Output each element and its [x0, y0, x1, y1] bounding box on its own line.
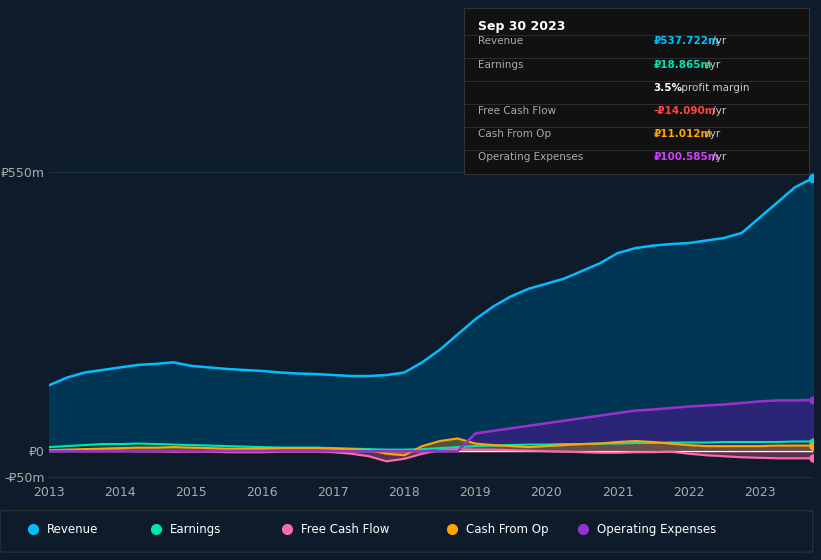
Text: Earnings: Earnings: [478, 59, 523, 69]
Text: 3.5%: 3.5%: [654, 83, 682, 92]
Text: Free Cash Flow: Free Cash Flow: [478, 106, 556, 116]
Text: ₽100.585m /yr: ₽100.585m /yr: [654, 152, 731, 162]
Text: Sep 30 2023: Sep 30 2023: [478, 20, 565, 33]
Text: -₽14.090m /yr: -₽14.090m /yr: [654, 106, 727, 116]
Text: ₽100.585m: ₽100.585m: [654, 152, 719, 162]
Text: /yr: /yr: [709, 106, 727, 116]
Text: Revenue: Revenue: [478, 36, 523, 46]
Text: Revenue: Revenue: [47, 522, 99, 536]
Text: /yr: /yr: [703, 129, 720, 139]
Text: profit margin: profit margin: [678, 83, 750, 92]
Text: /yr: /yr: [703, 59, 720, 69]
Text: Cash From Op: Cash From Op: [466, 522, 548, 536]
Text: Free Cash Flow: Free Cash Flow: [301, 522, 390, 536]
Text: ₽18.865m /yr: ₽18.865m /yr: [654, 59, 724, 69]
Text: ₽18.865m: ₽18.865m: [654, 59, 712, 69]
Text: ₽537.722m /yr: ₽537.722m /yr: [654, 36, 731, 46]
Text: /yr: /yr: [709, 36, 727, 46]
Text: 3.5% profit margin: 3.5% profit margin: [654, 83, 751, 92]
Text: Earnings: Earnings: [170, 522, 222, 536]
Text: ₽537.722m: ₽537.722m: [654, 36, 719, 46]
Text: Operating Expenses: Operating Expenses: [478, 152, 583, 162]
Text: ₽11.012m: ₽11.012m: [654, 129, 712, 139]
Text: ₽11.012m /yr: ₽11.012m /yr: [654, 129, 724, 139]
Text: Cash From Op: Cash From Op: [478, 129, 551, 139]
Text: -₽14.090m: -₽14.090m: [654, 106, 716, 116]
Text: Operating Expenses: Operating Expenses: [597, 522, 716, 536]
Text: /yr: /yr: [709, 152, 727, 162]
